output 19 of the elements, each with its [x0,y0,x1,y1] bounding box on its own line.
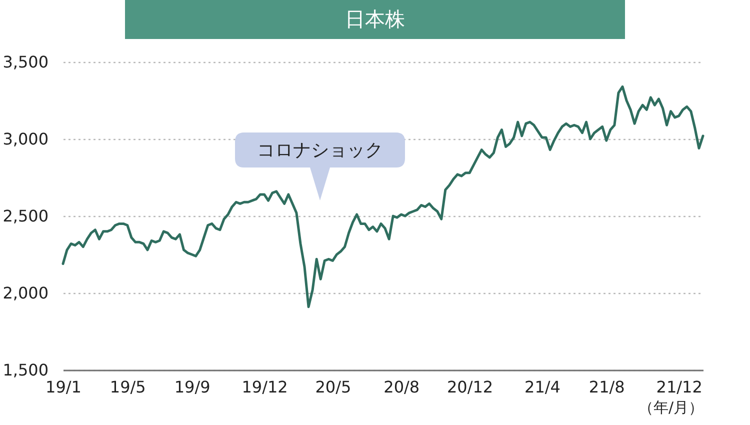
y-tick-label: 2,000 [2,284,48,302]
x-tick-label: 21/12 [656,378,702,396]
y-tick-label: 1,500 [2,360,48,380]
x-tick-label: 19/1 [46,378,82,396]
y-tick-label: 3,500 [2,52,48,72]
x-tick-label: 19/9 [174,378,210,396]
x-tick-label: 20/8 [384,378,420,396]
annotation: コロナショック [257,139,383,162]
x-tick-label: 19/5 [110,378,146,396]
line-series [62,85,704,308]
x-axis-title: （年/月） [638,398,704,416]
x-tick-label: 20/5 [315,378,352,396]
y-tick-label: 3,000 [2,130,48,148]
x-tick-label: 21/4 [524,378,560,396]
x-tick-label: 19/12 [242,378,288,396]
x-tick-label: 20/12 [446,378,494,396]
x-tick-label: 21/8 [588,378,625,396]
y-tick-label: 2,500 [2,206,48,226]
chart-title: 日本株 [125,0,625,39]
